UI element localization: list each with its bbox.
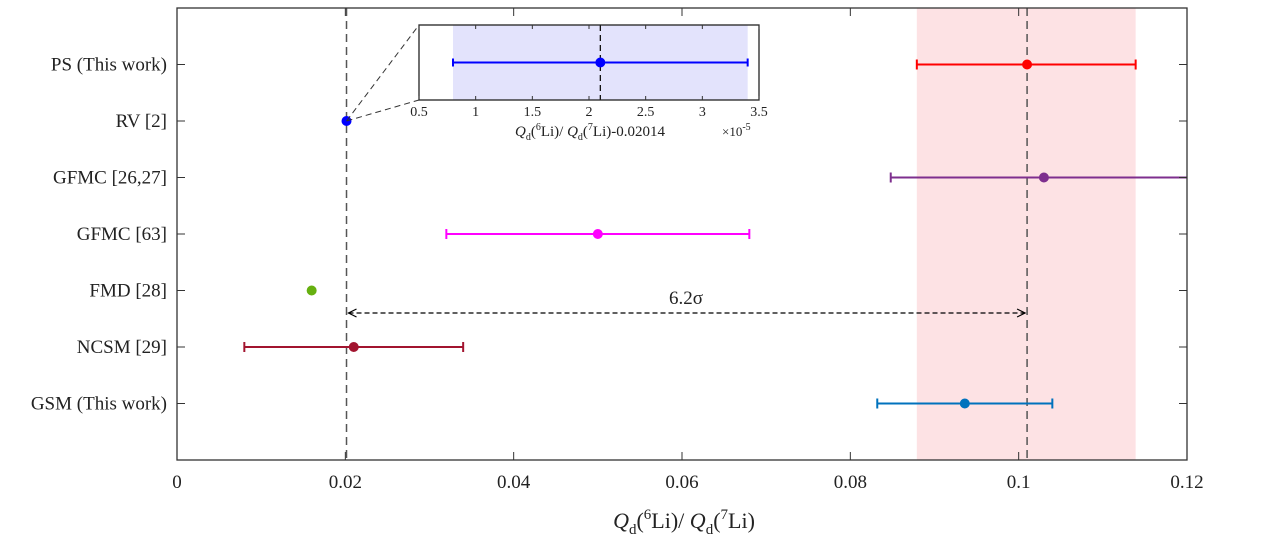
data-point [1038,172,1049,183]
y-tick-label: NCSM [29] [77,337,167,358]
x-tick-label: 0.08 [834,472,867,493]
x-tick-label: 0.04 [497,472,531,493]
data-point [1022,59,1033,70]
inset-data-point [595,57,606,68]
arrow-head-left [347,308,357,318]
y-tick-label: GSM (This work) [31,394,167,415]
y-tick-label: FMD [28] [89,281,167,302]
y-tick-label: GFMC [26,27] [53,168,167,189]
inset-multiplier: ×10-5 [722,122,751,139]
data-point [592,229,603,239]
data-point [306,285,317,296]
x-tick-label: 0.12 [1170,472,1203,493]
data-point [348,342,359,352]
x-axis-label: Qd(6Li)/ Qd(7Li) [613,507,755,538]
inset-x-tick-label: 0.5 [410,105,428,120]
inset-x-tick-label: 3 [699,105,706,120]
y-tick-label: GFMC [63] [77,224,167,245]
uncertainty-band [916,8,1136,460]
x-tick-label: 0.06 [665,472,698,493]
inset-x-axis-label: Qd(6Li)/ Qd(7Li)-0.02014 [515,122,666,143]
inset-x-tick-label: 3.5 [750,105,768,120]
inset-connector-line [346,24,420,122]
y-tick-label: PS (This work) [51,55,167,76]
arrow-head-right [1016,308,1027,318]
x-tick-label: 0.02 [329,472,362,493]
inset-connector-line [346,99,420,122]
inset-x-tick-label: 2.5 [637,105,655,120]
inset-x-tick-label: 1 [472,105,479,120]
sigma-annotation: 6.2σ [669,288,703,309]
data-point [959,398,970,409]
y-tick-label: RV [2] [116,111,167,132]
x-tick-label: 0.1 [1007,472,1031,493]
x-tick-label: 0 [172,472,182,493]
inset-x-tick-label: 2 [586,105,593,120]
inset-x-tick-label: 1.5 [524,105,542,120]
